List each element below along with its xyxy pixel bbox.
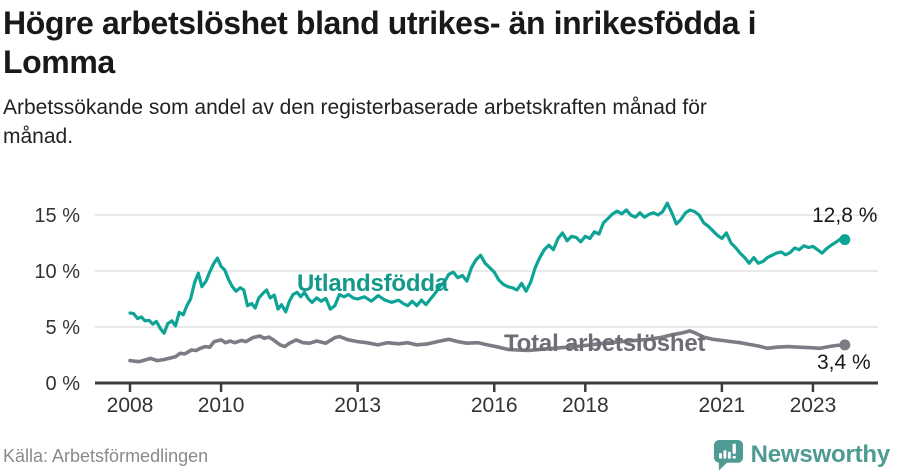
y-axis-label: 10 % bbox=[34, 261, 80, 283]
x-axis-label: 2010 bbox=[198, 394, 245, 417]
title-line-1: Högre arbetslöshet bland utrikes- än inr… bbox=[3, 5, 757, 41]
title-line-2: Lomma bbox=[3, 44, 115, 80]
series-line-total bbox=[128, 329, 847, 364]
source-attribution: Källa: Arbetsförmedlingen bbox=[3, 446, 209, 466]
x-axis-label: 2016 bbox=[471, 394, 518, 417]
x-axis-label: 2013 bbox=[334, 394, 381, 417]
end-value-label-total: 3,4 % bbox=[817, 351, 871, 374]
chart-subtitle: Arbetssökande som andel av den registerb… bbox=[3, 93, 707, 151]
brand-wordmark: Newsworthy bbox=[750, 441, 891, 468]
x-axis-label: 2021 bbox=[699, 394, 746, 417]
page-title: Högre arbetslöshet bland utrikes- än inr… bbox=[3, 4, 757, 82]
x-axis-label: 2023 bbox=[790, 394, 837, 417]
x-axis-label: 2008 bbox=[107, 394, 154, 417]
subtitle-line-2: månad. bbox=[3, 125, 74, 148]
y-axis-label: 0 % bbox=[46, 373, 81, 395]
brand-logo: Newsworthy bbox=[713, 439, 890, 471]
end-value-label-utlandsfodda: 12,8 % bbox=[812, 204, 878, 227]
series-end-dot-total bbox=[839, 339, 851, 351]
subtitle-line-1: Arbetssökande som andel av den registerb… bbox=[3, 96, 707, 119]
y-axis-label: 5 % bbox=[46, 317, 81, 339]
series-line-utlandsfodda bbox=[128, 201, 847, 335]
series-label-total-arbetsloshet: Total arbetslöshet bbox=[504, 330, 706, 357]
series-label-utlandsfodda: Utlandsfödda bbox=[297, 270, 448, 297]
newsworthy-bubble-chart-icon bbox=[713, 439, 743, 471]
y-axis-label: 15 % bbox=[34, 205, 80, 227]
x-axis-label: 2018 bbox=[562, 394, 609, 417]
series-end-dot-utlandsfodda bbox=[839, 234, 851, 246]
